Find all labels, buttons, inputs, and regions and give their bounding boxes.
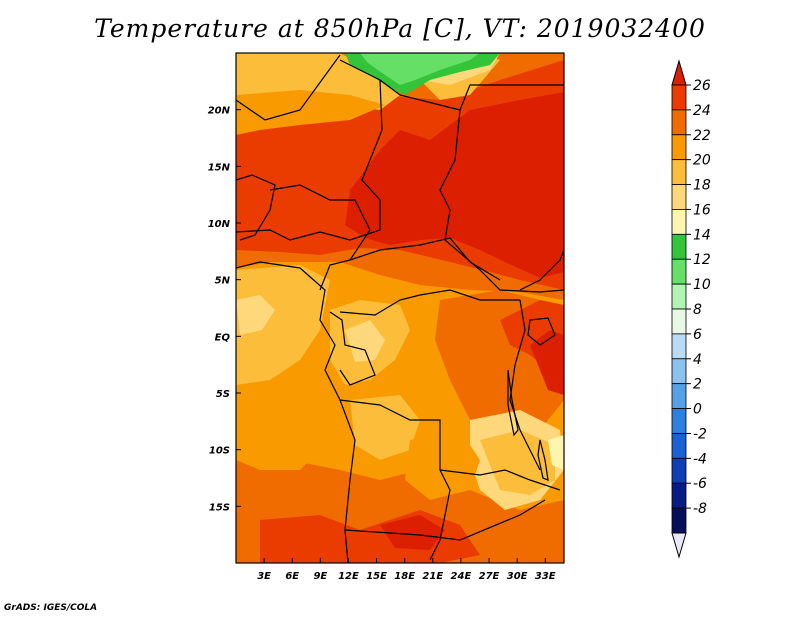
colorbar-tick-label: -2 <box>693 426 707 442</box>
colorbar-box <box>671 209 687 235</box>
country-borders <box>236 54 564 563</box>
colorbar-min-triangle <box>671 532 687 559</box>
border-angola <box>339 399 451 561</box>
lon-tick-label: 24E <box>451 571 472 582</box>
colorbar-box <box>671 482 687 509</box>
colorbar-tick-label: 0 <box>693 402 702 418</box>
colorbar-box <box>671 358 687 385</box>
lon-tick-label: 33E <box>535 571 556 582</box>
colorbar-max-triangle <box>671 59 687 86</box>
colorbar-tick-label: 16 <box>693 202 711 218</box>
colorbar-tick-label: 20 <box>693 153 711 169</box>
colorbar-box <box>671 159 687 185</box>
lake-tanganyika <box>507 369 519 437</box>
grads-credit: GrADS: IGES/COLA <box>4 603 98 613</box>
lon-tick-label: 3E <box>257 571 271 582</box>
border-nigeria <box>269 184 371 291</box>
field-south-26 <box>380 515 445 550</box>
lat-tick-label: 15N <box>208 162 231 173</box>
colorbar-tick-label: 22 <box>693 128 711 144</box>
colorbar-box <box>671 109 687 136</box>
colorbar-tick-label: -6 <box>693 476 707 492</box>
field-central-16 <box>345 320 385 362</box>
border-gabon <box>329 311 376 386</box>
colorbar-box <box>671 258 687 285</box>
field-sahara-20 <box>236 90 385 135</box>
lake-malawi <box>537 439 549 481</box>
colorbar-box <box>671 457 687 484</box>
longitude-ticks: 3E 6E 9E 12E 15E 18E 21E 24E 27E 30E 33E <box>257 558 556 582</box>
lon-tick-label: 9E <box>313 571 327 582</box>
colorbar-box <box>671 408 687 434</box>
lon-tick-label: 15E <box>366 571 387 582</box>
map-frame <box>235 52 565 564</box>
lat-tick-label: 5N <box>215 276 231 287</box>
border-car <box>349 237 501 281</box>
colorbar-box <box>671 507 687 534</box>
field-angola-18 <box>350 395 420 460</box>
border-sahara <box>339 59 564 111</box>
colorbar-tick-label: 10 <box>693 277 711 293</box>
lon-tick-label: 6E <box>285 571 299 582</box>
lon-tick-label: 21E <box>422 571 443 582</box>
border-ethiopia <box>519 249 564 291</box>
lat-tick-label: EQ <box>215 332 231 343</box>
field-sahara-10 <box>360 53 480 85</box>
colorbar-box <box>671 184 687 210</box>
field-lake-26 <box>530 330 564 395</box>
latitude-ticks: 20N 15N 10N 5N EQ 5S 10S 15S <box>208 106 241 513</box>
colorbar-tick-label: 8 <box>693 302 702 318</box>
lat-tick-label: 10N <box>208 219 231 230</box>
colorbar-box <box>671 283 687 310</box>
border-drc-east <box>509 299 541 471</box>
lat-tick-label: 5S <box>216 389 230 400</box>
temperature-field <box>236 53 564 563</box>
colorbar-box <box>671 134 687 161</box>
field-southwest-20 <box>236 390 320 470</box>
colorbar-box <box>671 233 687 260</box>
lat-tick-label: 10S <box>209 446 230 457</box>
border-algeria-mali <box>236 54 341 121</box>
field-zambia-20 <box>405 430 480 500</box>
field-north-26 <box>345 92 564 278</box>
lon-tick-label: 18E <box>394 571 415 582</box>
lon-tick-label: 12E <box>338 571 359 582</box>
lon-tick-label: 30E <box>507 571 528 582</box>
field-sea-14 <box>548 435 564 470</box>
colorbar-tick-label: 12 <box>693 252 711 268</box>
colorbar-tick-label: -4 <box>693 451 707 467</box>
colorbar-box <box>671 433 687 459</box>
lake-victoria <box>527 317 556 346</box>
colorbar-box <box>671 333 687 360</box>
border-congo <box>339 289 520 316</box>
field-coast-16 <box>236 295 275 335</box>
field-mozambique-18 <box>480 430 555 495</box>
colorbar-box <box>671 84 687 111</box>
colorbar-tick-label: 6 <box>693 327 702 343</box>
lon-tick-label: 27E <box>479 571 500 582</box>
colorbar-tick-label: 4 <box>693 352 702 368</box>
field-west-24 <box>236 150 350 245</box>
colorbar-tick-label: -8 <box>693 501 707 517</box>
border-niger-chad <box>236 79 383 241</box>
lat-tick-label: 15S <box>209 502 230 513</box>
colorbar-tick-label: 14 <box>693 227 711 243</box>
border-zambia <box>439 469 561 491</box>
coastline-west <box>236 261 356 563</box>
map-title: Temperature at 850hPa [C], VT: 201903240… <box>94 14 706 43</box>
colorbar-tick-label: 26 <box>693 78 711 94</box>
border-west-africa <box>236 174 276 241</box>
colorbar-box <box>671 383 687 409</box>
colorbar-tick-label: 24 <box>693 103 711 119</box>
colorbar-box <box>671 308 687 335</box>
colorbar-tick-label: 2 <box>693 377 702 393</box>
border-chad-sudan <box>439 109 564 293</box>
lat-tick-label: 20N <box>208 106 231 117</box>
border-namibia <box>344 499 546 541</box>
field-central-18a <box>236 265 330 385</box>
colorbar-tick-label: 18 <box>693 178 711 194</box>
